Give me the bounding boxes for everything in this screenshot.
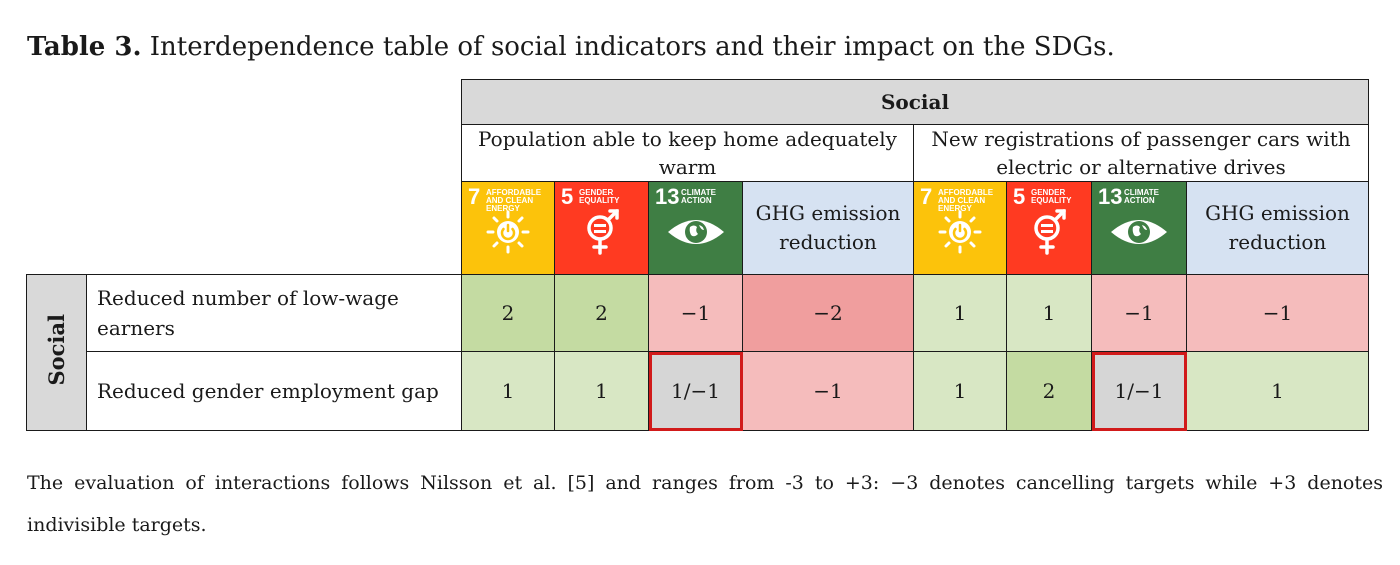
table-cell: −1 (1186, 274, 1369, 352)
corner-blank (27, 125, 462, 182)
table-cell: 2 (1006, 351, 1092, 431)
sdg5-header: 5 GENDER EQUALITY (1006, 181, 1092, 275)
sdg-number: 7 (920, 184, 933, 209)
row-group-label: Social (44, 314, 69, 386)
sdg-number: 13 (655, 184, 680, 209)
ghg-header: GHG emission reduction (1186, 181, 1369, 275)
sdg-label: CLIMATE ACTION (681, 188, 716, 205)
sdg-label: AFFORDABLE AND CLEAN ENERGY (938, 188, 994, 213)
indicator-header-home-warm: Population able to keep home adequately … (461, 124, 914, 182)
table-cell: 2 (461, 274, 555, 352)
sdg5-header: 5 GENDER EQUALITY (554, 181, 649, 275)
row-label-low-wage: Reduced number of low-wage earners (86, 274, 462, 352)
row-label-gender-gap: Reduced gender employment gap (86, 351, 462, 431)
table-cell: −1 (648, 274, 743, 352)
sdg7-header: 7 AFFORDABLE AND CLEAN ENERGY (913, 181, 1007, 275)
footnote-line-1: The evaluation of interactions follows N… (27, 472, 1383, 494)
row-group-header: Social (26, 274, 87, 431)
sdg7-header: 7 AFFORDABLE AND CLEAN ENERGY (461, 181, 555, 275)
sdg-number: 5 (561, 184, 574, 209)
footnote-line-2: indivisible targets. (27, 514, 207, 536)
table-cell: 1 (913, 274, 1007, 352)
table-cell: −1 (742, 351, 914, 431)
table-cell: −1 (1091, 274, 1187, 352)
sun-power-icon (486, 210, 530, 254)
sun-power-icon (938, 210, 982, 254)
table-caption: Table 3. Interdependence table of social… (27, 30, 1115, 64)
table-cell: 2 (554, 274, 649, 352)
table-cell: 1 (1006, 274, 1092, 352)
table-cell-highlighted: 1/−1 (648, 351, 743, 431)
table-cell-highlighted: 1/−1 (1091, 351, 1187, 431)
sdg-number: 5 (1013, 184, 1026, 209)
interdependence-table: Social Population able to keep home adeq… (26, 79, 1369, 431)
eye-globe-icon (667, 219, 724, 244)
sdg-label: GENDER EQUALITY (579, 188, 620, 205)
sdg-label: AFFORDABLE AND CLEAN ENERGY (486, 188, 542, 213)
table-cell: 1 (913, 351, 1007, 431)
eye-globe-icon (1111, 219, 1167, 244)
indicator-header-passenger-cars: New registrations of passenger cars with… (913, 124, 1369, 182)
table-footnote: The evaluation of interactions follows N… (27, 462, 1383, 546)
sdg-label: GENDER EQUALITY (1031, 188, 1072, 205)
table-cell: 1 (461, 351, 555, 431)
caption-text: Interdependence table of social indicato… (141, 32, 1115, 62)
corner-blank (27, 182, 462, 275)
table-cell: 1 (554, 351, 649, 431)
sdg13-header: 13 CLIMATE ACTION (648, 181, 743, 275)
sdg-number: 13 (1098, 184, 1123, 209)
corner-blank (27, 80, 462, 125)
table-cell: 1 (1186, 351, 1369, 431)
sdg13-header: 13 CLIMATE ACTION (1091, 181, 1187, 275)
table-cell: −2 (742, 274, 914, 352)
ghg-header: GHG emission reduction (742, 181, 914, 275)
column-group-header: Social (461, 79, 1369, 125)
gender-equality-icon (586, 208, 619, 255)
caption-label: Table 3. (27, 32, 142, 62)
gender-equality-icon (1034, 208, 1066, 255)
sdg-number: 7 (468, 184, 481, 209)
sdg-label: CLIMATE ACTION (1124, 188, 1159, 205)
